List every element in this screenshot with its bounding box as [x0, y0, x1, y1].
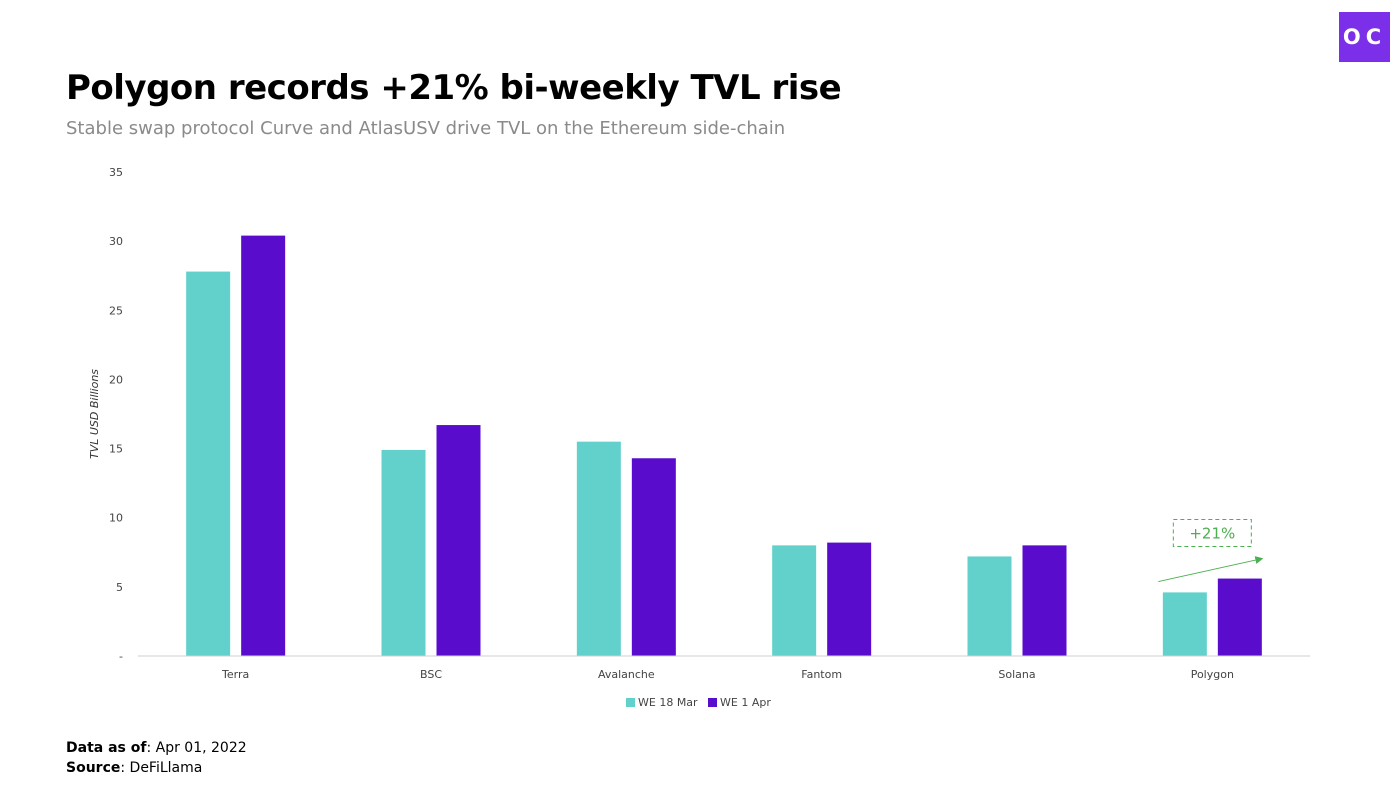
bar-solana-series-1 — [967, 556, 1012, 656]
page-subtitle: Stable swap protocol Curve and AtlasUSV … — [66, 118, 786, 139]
y-tick-label: 30 — [109, 235, 123, 248]
x-tick-label: Polygon — [1191, 668, 1234, 681]
chart-footer: Data as of: Apr 01, 2022 Source: DeFiLla… — [66, 738, 247, 778]
x-tick-label: BSC — [420, 668, 442, 681]
annotation-box — [1172, 519, 1252, 548]
bar-polygon-series-1 — [1162, 592, 1207, 656]
bar-avalanche-series-1 — [576, 441, 621, 656]
y-axis-label: TVL USD Billions — [88, 369, 101, 459]
y-tick-label: - — [119, 650, 123, 663]
x-tick-label: Solana — [998, 668, 1035, 681]
page-title: Polygon records +21% bi-weekly TVL rise — [66, 68, 842, 108]
bar-fantom-series-2 — [827, 542, 872, 656]
x-tick-label: Fantom — [801, 668, 842, 681]
bar-bsc-series-1 — [381, 449, 426, 656]
source-line: Source: DeFiLlama — [66, 758, 247, 778]
bar-terra-series-2 — [241, 235, 286, 656]
x-tick-label: Avalanche — [598, 668, 655, 681]
data-date-value: : Apr 01, 2022 — [146, 740, 247, 756]
data-date-label: Data as of — [66, 740, 147, 756]
legend-label-series-2: WE 1 Apr — [720, 696, 771, 709]
y-tick-label: 35 — [109, 166, 123, 179]
bar-polygon-series-2 — [1217, 578, 1262, 656]
data-date-line: Data as of: Apr 01, 2022 — [66, 738, 247, 758]
legend-swatch-series-1 — [626, 698, 635, 707]
y-tick-label: 15 — [109, 443, 123, 456]
source-value: : DeFiLlama — [120, 760, 203, 776]
brand-logo: OC — [1339, 12, 1390, 62]
trend-arrow — [1158, 556, 1264, 583]
legend-swatch-series-2 — [708, 698, 717, 707]
x-tick-label: Terra — [221, 668, 249, 681]
source-label: Source — [66, 760, 121, 776]
bar-avalanche-series-2 — [631, 458, 676, 656]
legend-label-series-1: WE 18 Mar — [638, 696, 698, 709]
y-tick-label: 25 — [109, 304, 123, 317]
y-tick-label: 10 — [109, 512, 123, 525]
y-tick-label: 20 — [109, 373, 123, 386]
bar-bsc-series-2 — [436, 425, 481, 656]
annotation-label: +21% — [1189, 525, 1235, 543]
bar-terra-series-1 — [186, 271, 231, 656]
bar-fantom-series-1 — [772, 545, 817, 656]
y-tick-label: 5 — [116, 581, 123, 594]
bar-solana-series-2 — [1022, 545, 1067, 656]
